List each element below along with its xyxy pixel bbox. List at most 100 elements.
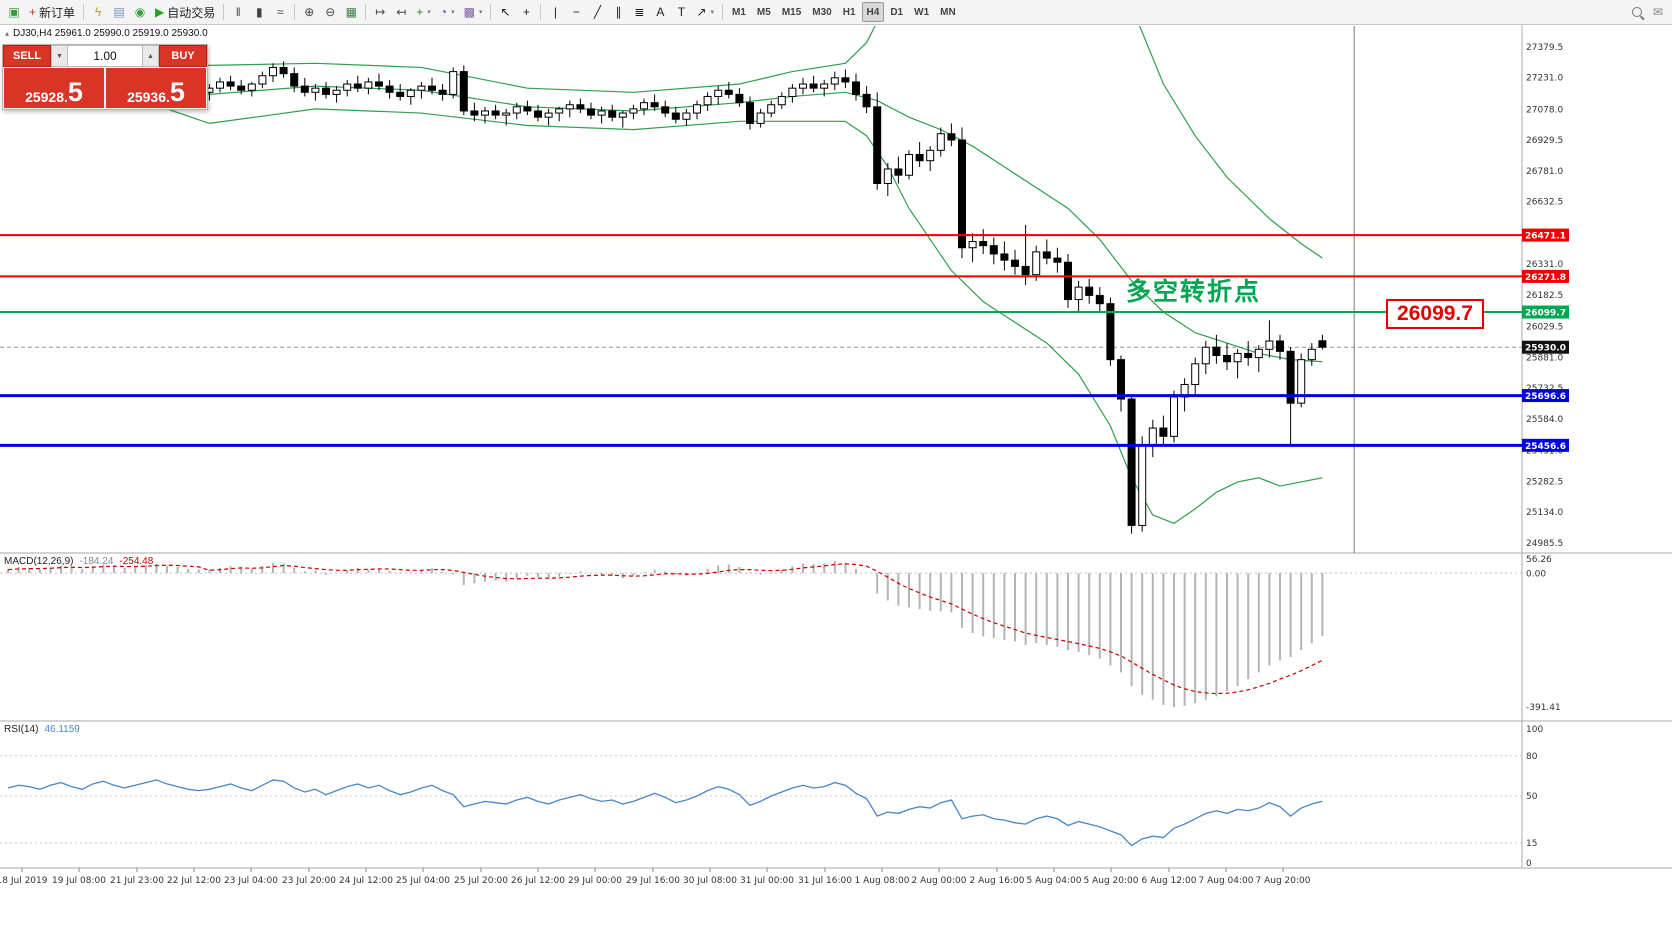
svg-text:30 Jul 08:00: 30 Jul 08:00 <box>683 876 737 886</box>
svg-text:21 Jul 23:00: 21 Jul 23:00 <box>110 876 164 886</box>
oneclick-collapse-icon[interactable]: ▴ <box>5 29 10 38</box>
chat-icon[interactable]: ✉ <box>1652 5 1664 19</box>
svg-text:29 Jul 00:00: 29 Jul 00:00 <box>568 876 622 886</box>
bollinger-middle-band <box>7 81 1323 363</box>
svg-text:56.26: 56.26 <box>1526 555 1552 565</box>
svg-text:19 Jul 08:00: 19 Jul 08:00 <box>52 876 106 886</box>
timeframe-d1[interactable]: D1 <box>890 6 904 18</box>
cursor-icon[interactable]: ↖ <box>500 5 511 19</box>
rsi-pane: 100 80 50 15 0 <box>0 725 1543 869</box>
indicators-icon[interactable]: + ▾ <box>416 5 431 19</box>
svg-text:26781.0: 26781.0 <box>1526 167 1563 177</box>
arrows-icon[interactable]: ↗ ▾ <box>696 5 715 19</box>
text-icon[interactable]: A <box>656 5 665 19</box>
scripts-icon[interactable]: ◉ <box>134 5 146 19</box>
volume-input[interactable]: 1.00 <box>68 45 142 67</box>
layouts-icon[interactable]: ϟ <box>94 5 102 19</box>
svg-text:23 Jul 20:00: 23 Jul 20:00 <box>282 876 336 886</box>
svg-text:80: 80 <box>1526 752 1538 762</box>
buy-price-button[interactable]: 25936. 5 <box>106 68 206 108</box>
label-icon[interactable]: T <box>677 5 686 19</box>
time-axis[interactable]: 18 Jul 2019 19 Jul 08:00 21 Jul 23:00 22 Ju… <box>0 868 1311 886</box>
svg-text:6 Aug 12:00: 6 Aug 12:00 <box>1142 876 1197 886</box>
buy-price-main: 25936. <box>127 89 170 105</box>
timeframe-m15[interactable]: M15 <box>781 6 802 18</box>
new-order-button[interactable]: + 新订单 <box>29 5 76 20</box>
macd-name: MACD(12,26,9) <box>4 556 74 567</box>
new-chart-button[interactable]: ▣ <box>8 5 20 19</box>
svg-text:2 Aug 16:00: 2 Aug 16:00 <box>970 876 1025 886</box>
tile-windows-icon[interactable]: ▦ <box>345 5 357 19</box>
svg-text:25282.5: 25282.5 <box>1526 477 1563 487</box>
svg-text:31 Jul 00:00: 31 Jul 00:00 <box>740 876 794 886</box>
vertical-line-icon[interactable]: | <box>553 5 557 19</box>
svg-text:26271.8: 26271.8 <box>1525 273 1566 283</box>
svg-text:31 Jul 16:00: 31 Jul 16:00 <box>798 876 852 886</box>
timeframe-h4[interactable]: H4 <box>861 2 885 22</box>
macd-signal-value: -254.48 <box>119 556 154 567</box>
svg-text:7 Aug 04:00: 7 Aug 04:00 <box>1199 876 1254 886</box>
price-axis-labels: 27379.5 27231.0 27078.0 26929.5 26781.0 26632… <box>1526 43 1563 549</box>
toolbar-sep <box>540 4 542 20</box>
svg-text:26029.5: 26029.5 <box>1526 323 1563 333</box>
svg-text:5 Aug 20:00: 5 Aug 20:00 <box>1084 876 1139 886</box>
svg-text:22 Jul 12:00: 22 Jul 12:00 <box>167 876 221 886</box>
svg-text:26182.5: 26182.5 <box>1526 291 1563 301</box>
templates-icon[interactable]: ▩ ▾ <box>463 5 483 19</box>
rsi-line <box>7 779 1323 847</box>
price-callout-label[interactable]: 26099.7 <box>1386 299 1484 329</box>
timeframe-m30[interactable]: M30 <box>812 6 832 18</box>
svg-text:25696.6: 25696.6 <box>1525 392 1566 402</box>
turning-point-annotation: 多空转折点 <box>1126 278 1262 306</box>
horizontal-line-icon[interactable]: − <box>572 5 580 19</box>
svg-text:1 Aug 08:00: 1 Aug 08:00 <box>855 876 910 886</box>
buy-price-big-digit: 5 <box>169 77 185 108</box>
price-tags: 26471.1 26271.8 26099.7 25696.6 25456.6 25930… <box>1522 228 1569 452</box>
volume-increase-button[interactable]: ▲ <box>142 45 159 67</box>
line-chart-icon[interactable]: ≈ <box>276 5 284 19</box>
zoom-out-icon[interactable]: ⊖ <box>325 5 336 19</box>
svg-text:27231.0: 27231.0 <box>1526 74 1563 84</box>
svg-text:26471.1: 26471.1 <box>1525 232 1566 242</box>
profiles-icon[interactable]: ▤ <box>113 5 125 19</box>
svg-text:5 Aug 04:00: 5 Aug 04:00 <box>1027 876 1082 886</box>
search-icon[interactable] <box>1627 2 1647 22</box>
svg-text:26632.5: 26632.5 <box>1526 198 1563 208</box>
svg-text:-391.41: -391.41 <box>1526 703 1561 713</box>
svg-text:7 Aug 20:00: 7 Aug 20:00 <box>1256 876 1311 886</box>
svg-text:26 Jul 12:00: 26 Jul 12:00 <box>511 876 565 886</box>
auto-scroll-icon[interactable]: ↦ <box>375 5 386 19</box>
trendline-icon[interactable]: ╱ <box>593 5 602 19</box>
pane-frames <box>0 25 1672 869</box>
zoom-in-icon[interactable]: ⊕ <box>304 5 315 19</box>
timeframe-w1[interactable]: W1 <box>914 6 930 18</box>
timeframe-m5[interactable]: M5 <box>756 6 771 18</box>
crosshair-icon[interactable]: + <box>522 5 530 19</box>
bollinger-bands <box>7 26 1323 525</box>
sell-price-button[interactable]: 25928. 5 <box>4 68 104 108</box>
volume-decrease-button[interactable]: ▼ <box>51 45 68 67</box>
fibonacci-icon[interactable]: ≣ <box>634 5 645 19</box>
periods-icon[interactable]: ◔ ▾ <box>439 5 455 19</box>
timeframe-m1[interactable]: M1 <box>732 6 746 18</box>
macd-value: -184.24 <box>79 556 114 567</box>
timeframe-mn[interactable]: MN <box>940 6 956 18</box>
svg-text:2 Aug 00:00: 2 Aug 00:00 <box>912 876 967 886</box>
timeframe-h1[interactable]: H1 <box>842 6 856 18</box>
bar-chart-icon[interactable]: ‖ <box>235 5 241 19</box>
svg-text:24 Jul 12:00: 24 Jul 12:00 <box>339 876 393 886</box>
sell-button[interactable]: SELL <box>3 45 51 67</box>
one-click-trading-panel: SELL ▼ 1.00 ▲ BUY 25928. 5 25936. 5 <box>2 44 208 110</box>
rsi-value: 46.1159 <box>44 724 80 735</box>
candlestick-chart-icon[interactable]: ▮ <box>255 5 263 19</box>
macd-indicator-label: MACD(12,26,9) -184.24 -254.48 <box>4 556 153 567</box>
autotrading-button[interactable]: ▶ 自动交易 <box>155 5 216 20</box>
chart-shift-icon[interactable]: ↤ <box>396 5 407 19</box>
rsi-name: RSI(14) <box>4 724 39 735</box>
toolbar-sep <box>722 4 724 20</box>
channel-icon[interactable]: ∥ <box>615 5 622 19</box>
svg-text:26099.7: 26099.7 <box>1525 309 1566 319</box>
svg-text:26331.0: 26331.0 <box>1526 260 1563 270</box>
buy-button[interactable]: BUY <box>159 45 207 67</box>
